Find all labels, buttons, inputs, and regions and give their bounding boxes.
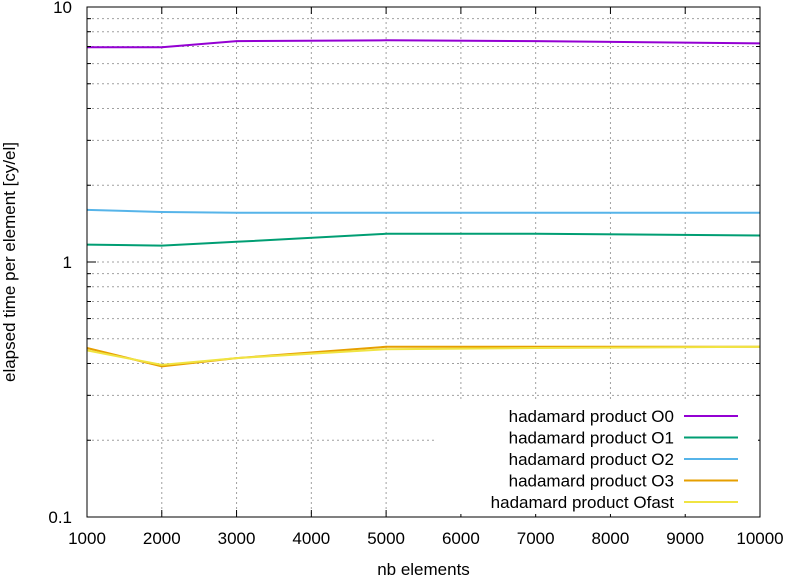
grid (87, 7, 760, 517)
legend-label: hadamard product O2 (509, 450, 674, 469)
y-tick-label: 10 (53, 0, 72, 17)
x-tick-label: 3000 (218, 529, 256, 548)
x-tick-label: 8000 (592, 529, 630, 548)
x-tick-label: 9000 (666, 529, 704, 548)
series-line-4 (86, 345, 761, 366)
x-tick-label: 7000 (517, 529, 555, 548)
x-axis-label: nb elements (377, 560, 470, 575)
series-line-1 (86, 232, 761, 247)
legend-label: hadamard product O3 (509, 472, 674, 491)
series-line-2 (86, 208, 760, 214)
x-tick-label: 10000 (736, 529, 783, 548)
legend-label: hadamard product O1 (509, 429, 674, 448)
legend: hadamard product O0 hadamard product O1 ha… (436, 402, 758, 514)
legend-label: hadamard product O0 (509, 407, 674, 426)
y-axis-label: elapsed time per element [cy/el] (0, 142, 19, 382)
x-tick-label: 4000 (292, 529, 330, 548)
legend-label: hadamard product Ofast (491, 493, 675, 512)
x-tick-label: 1000 (68, 529, 106, 548)
x-tick-label: 5000 (367, 529, 405, 548)
series-line-0 (87, 39, 761, 49)
tick-labels: 1000 2000 3000 4000 5000 6000 7000 8000 9000 1000… (48, 0, 783, 548)
x-tick-label: 2000 (143, 529, 181, 548)
y-tick-label: 1 (63, 253, 72, 272)
series-lines (86, 39, 761, 368)
axis-ticks (86, 7, 761, 518)
x-tick-label: 6000 (442, 529, 480, 548)
y-tick-label: 0.1 (48, 508, 72, 527)
